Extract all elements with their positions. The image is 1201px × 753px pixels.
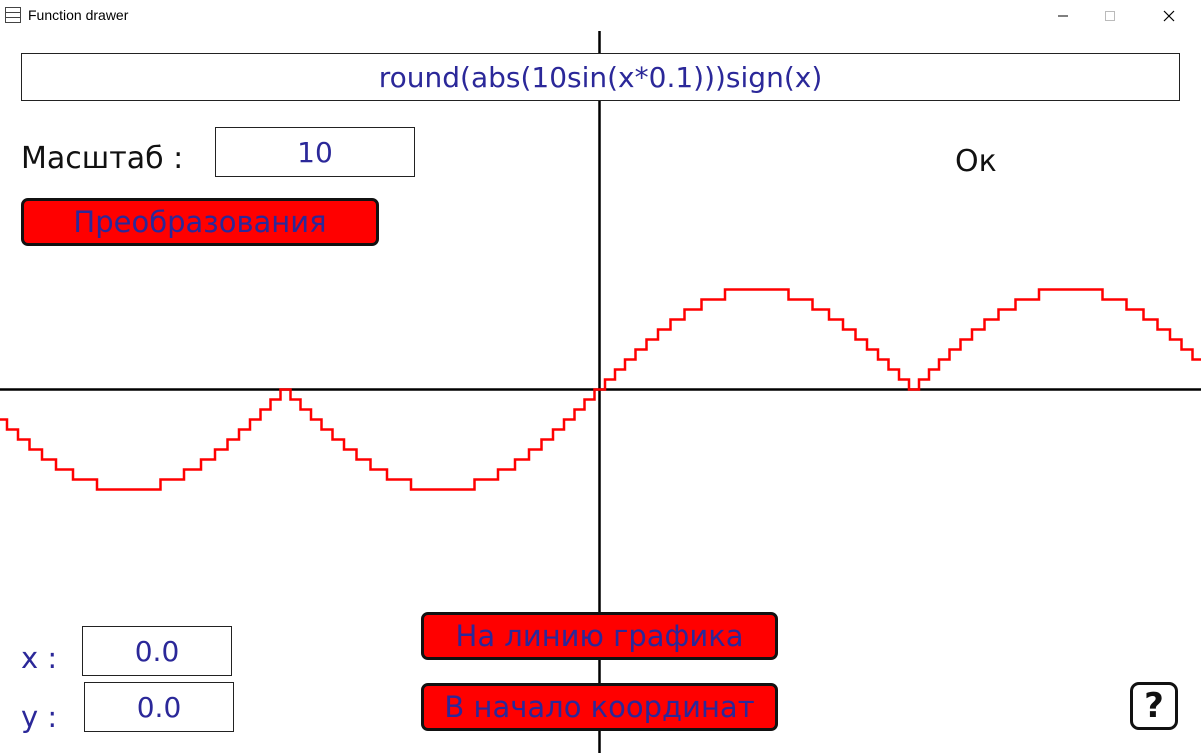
formula-field[interactable] xyxy=(21,53,1180,101)
x-coord-input[interactable] xyxy=(83,633,231,669)
app-grid-icon xyxy=(5,7,21,23)
scale-input[interactable] xyxy=(216,134,414,170)
minimize-button[interactable] xyxy=(1040,0,1086,31)
x-coord-label: x : xyxy=(21,641,58,675)
y-coord-input[interactable] xyxy=(85,689,233,725)
help-button[interactable]: ? xyxy=(1130,682,1178,730)
go-to-origin-button[interactable]: В начало координат xyxy=(421,683,778,731)
scale-label: Масштаб : xyxy=(21,141,184,176)
maximize-icon xyxy=(1105,10,1115,21)
formula-input[interactable] xyxy=(22,59,1179,95)
minimize-icon xyxy=(1058,15,1068,16)
title-bar: Function drawer xyxy=(0,0,1201,31)
maximize-button[interactable] xyxy=(1087,0,1133,31)
go-to-graph-line-button[interactable]: На линию графика xyxy=(421,612,778,660)
y-coord-label: y : xyxy=(21,700,58,734)
scale-field[interactable] xyxy=(215,127,415,177)
close-icon xyxy=(1163,10,1175,21)
status-text: Ок xyxy=(955,144,997,179)
help-question-icon: ? xyxy=(1144,686,1164,726)
close-button[interactable] xyxy=(1146,0,1192,31)
y-coord-field[interactable] xyxy=(84,682,234,732)
window-title: Function drawer xyxy=(28,7,129,23)
transform-button[interactable]: Преобразования xyxy=(21,198,379,246)
x-coord-field[interactable] xyxy=(82,626,232,676)
function-curve xyxy=(0,288,1201,491)
